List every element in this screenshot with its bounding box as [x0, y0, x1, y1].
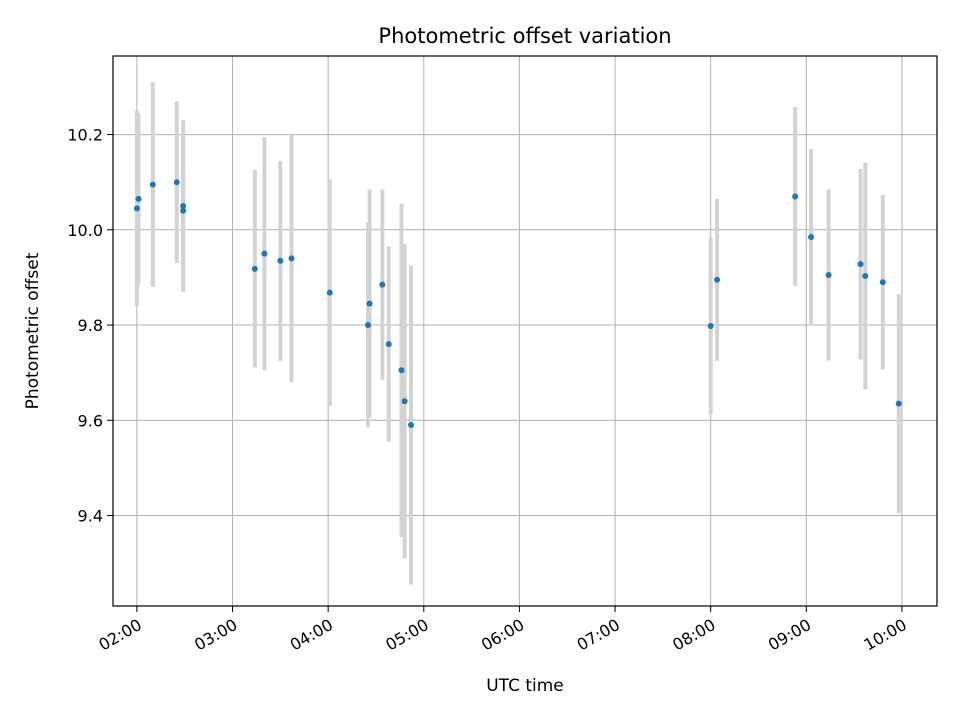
data-point	[173, 179, 180, 186]
chart-title: Photometric offset variation	[378, 24, 671, 48]
data-point	[135, 195, 142, 202]
data-point	[366, 300, 373, 307]
data-point	[857, 261, 864, 268]
data-point	[385, 341, 392, 348]
data-point	[326, 289, 333, 296]
plot-area	[113, 56, 937, 606]
y-axis-ticks: 9.4 9.6 9.8 10.0 10.2	[67, 126, 113, 526]
y-tick-label: 9.8	[78, 316, 103, 335]
data-point	[401, 398, 408, 405]
data-point	[895, 400, 902, 407]
plot-frame	[112, 55, 938, 607]
data-point	[408, 422, 415, 429]
y-tick-label: 10.2	[67, 126, 103, 145]
x-axis-label: UTC time	[486, 676, 564, 696]
data-point	[862, 273, 869, 279]
data-point	[714, 276, 721, 283]
data-point	[398, 367, 405, 374]
data-point	[180, 203, 187, 209]
data-point	[149, 181, 156, 188]
data-point	[379, 281, 386, 288]
data-point	[277, 257, 284, 264]
data-point	[180, 207, 187, 214]
data-points	[133, 179, 902, 429]
data-point	[792, 193, 799, 200]
y-tick-label: 9.6	[78, 411, 103, 430]
data-point	[365, 322, 372, 329]
data-point	[133, 205, 140, 212]
data-point	[825, 272, 832, 279]
data-point	[261, 250, 268, 257]
data-point	[251, 265, 258, 272]
data-point	[879, 279, 886, 286]
data-point	[707, 323, 714, 329]
y-tick-label: 10.0	[67, 221, 103, 240]
data-point	[288, 255, 295, 262]
data-point	[808, 233, 815, 240]
y-tick-label: 9.4	[78, 507, 103, 526]
y-axis-label: Photometric offset	[23, 252, 43, 409]
